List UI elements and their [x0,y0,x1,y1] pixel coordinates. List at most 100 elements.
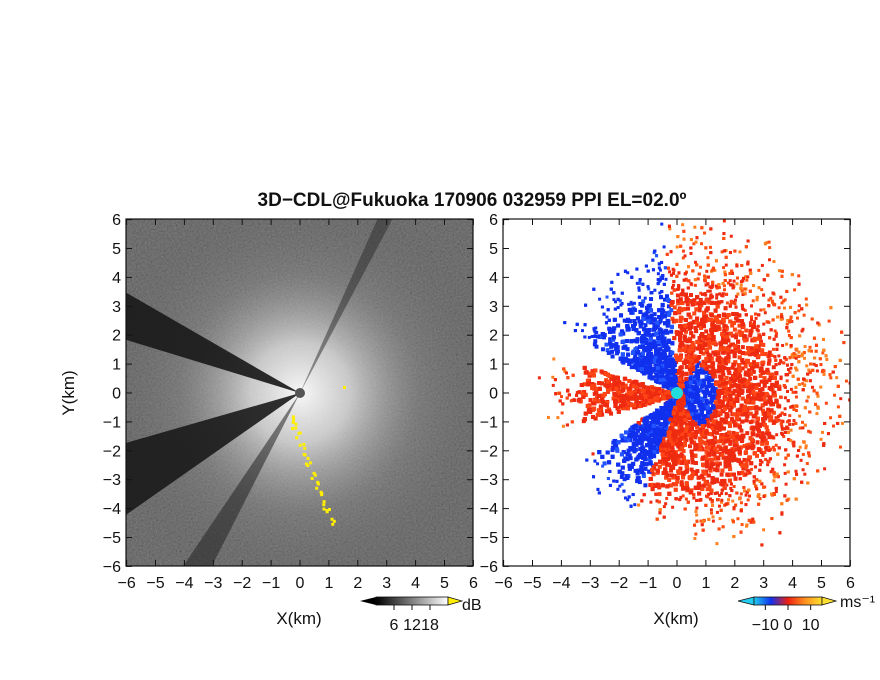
velocity-pixel [764,457,768,461]
velocity-pixel [821,430,825,434]
blocked-sector [300,219,393,393]
velocity-pixel [724,455,729,460]
velocity-pixel [551,375,555,379]
velocity-pixel [711,350,716,355]
velocity-pixel [660,222,664,226]
velocity-pixel [803,472,807,476]
velocity-pixel [681,223,685,227]
velocity-pixel [639,424,644,429]
velocity-pixel [788,414,792,418]
velocity-pixel [762,322,766,326]
velocity-pixel [679,326,684,331]
x-tick-label: −4 [175,575,193,592]
velocity-pixel [695,513,699,517]
velocity-pixel [767,298,771,302]
velocity-pixel [782,299,786,303]
x-tick-label: 3 [382,575,391,592]
velocity-pixel [620,482,624,486]
velocity-pixel [728,279,732,283]
velocity-pixel [708,245,712,249]
velocity-pixel [661,309,666,314]
velocity-pixel [668,270,672,274]
velocity-pixel [709,508,713,512]
y-tick-label: −5 [103,530,121,547]
velocity-pixel [737,379,742,384]
velocity-pixel [724,375,729,380]
x-tick-label: −5 [146,575,164,592]
velocity-pixel [638,447,643,452]
velocity-pixel [639,432,644,437]
velocity-pixel [614,300,618,304]
velocity-pixel [735,282,739,286]
velocity-pixel [736,517,740,521]
velocity-pixel [618,484,622,488]
velocity-pixel [807,429,811,433]
velocity-pixel [601,335,606,340]
velocity-pixel [664,502,668,506]
velocity-pixel [614,380,619,385]
velocity-pixel [709,340,714,345]
velocity-pixel [777,269,781,273]
velocity-pixel [769,296,773,300]
velocity-pixel [599,407,604,412]
velocity-pixel [725,301,729,305]
velocity-pixel [730,333,735,338]
velocity-pixel [766,463,770,467]
velocity-pixel [731,419,736,424]
velocity-pixel [706,256,710,260]
velocity-pixel [637,480,642,485]
velocity-pixel [692,242,696,246]
velocity-pixel [787,333,791,337]
velocity-pixel [656,272,660,276]
velocity-pixel [696,482,701,487]
velocity-pixel [657,444,662,449]
velocity-pixel [777,418,781,422]
velocity-pixel [710,457,715,462]
intensity-x-axis: −6 −5 −4 −3 −2 −1 0 1 2 3 4 5 6 [117,219,478,592]
velocity-pixel [767,435,772,440]
velocity-pixel [641,299,646,304]
velocity-pixel [638,324,643,329]
x-tick-label: −1 [262,575,280,592]
velocity-pixel [637,288,641,292]
velocity-pixel [749,396,754,401]
velocity-pixel [819,385,823,389]
velocity-pixel [632,318,637,323]
velocity-pixel [604,342,609,347]
velocity-pixel [759,339,764,344]
velocity-pixel [684,438,689,443]
velocity-pixel [720,500,724,504]
velocity-pixel [789,405,793,409]
velocity-pixel [666,304,671,309]
velocity-pixel [577,390,582,395]
yellow-echo-pixel [320,492,324,496]
yellow-echo-pixel [316,480,320,484]
velocity-pixel [727,452,732,457]
velocity-pixel [792,419,796,423]
velocity-pixel [708,285,712,289]
velocity-pixel [669,308,674,313]
velocity-pixel [785,322,789,326]
velocity-pixel [738,250,742,254]
velocity-pixel [739,492,743,496]
y-tick-label: 3 [112,299,121,316]
velocity-pixel [783,306,787,310]
velocity-pixel [720,364,725,369]
velocity-pixel [665,454,670,459]
velocity-pixel [728,439,733,444]
velocity-pixel [769,408,774,413]
velocity-pixel [740,523,744,527]
velocity-pixel [718,402,723,407]
x-tick-label: 0 [296,575,305,592]
velocity-pixel [748,420,753,425]
velocity-pixel [698,297,703,302]
velocity-pixel [636,404,641,409]
velocity-pixel [761,408,766,413]
velocity-pixel [671,505,675,509]
velocity-pixel [752,482,756,486]
velocity-pixel [595,399,600,404]
velocity-pixel [783,463,787,467]
y-tick-label: −4 [103,501,121,518]
velocity-pixel [708,446,713,451]
